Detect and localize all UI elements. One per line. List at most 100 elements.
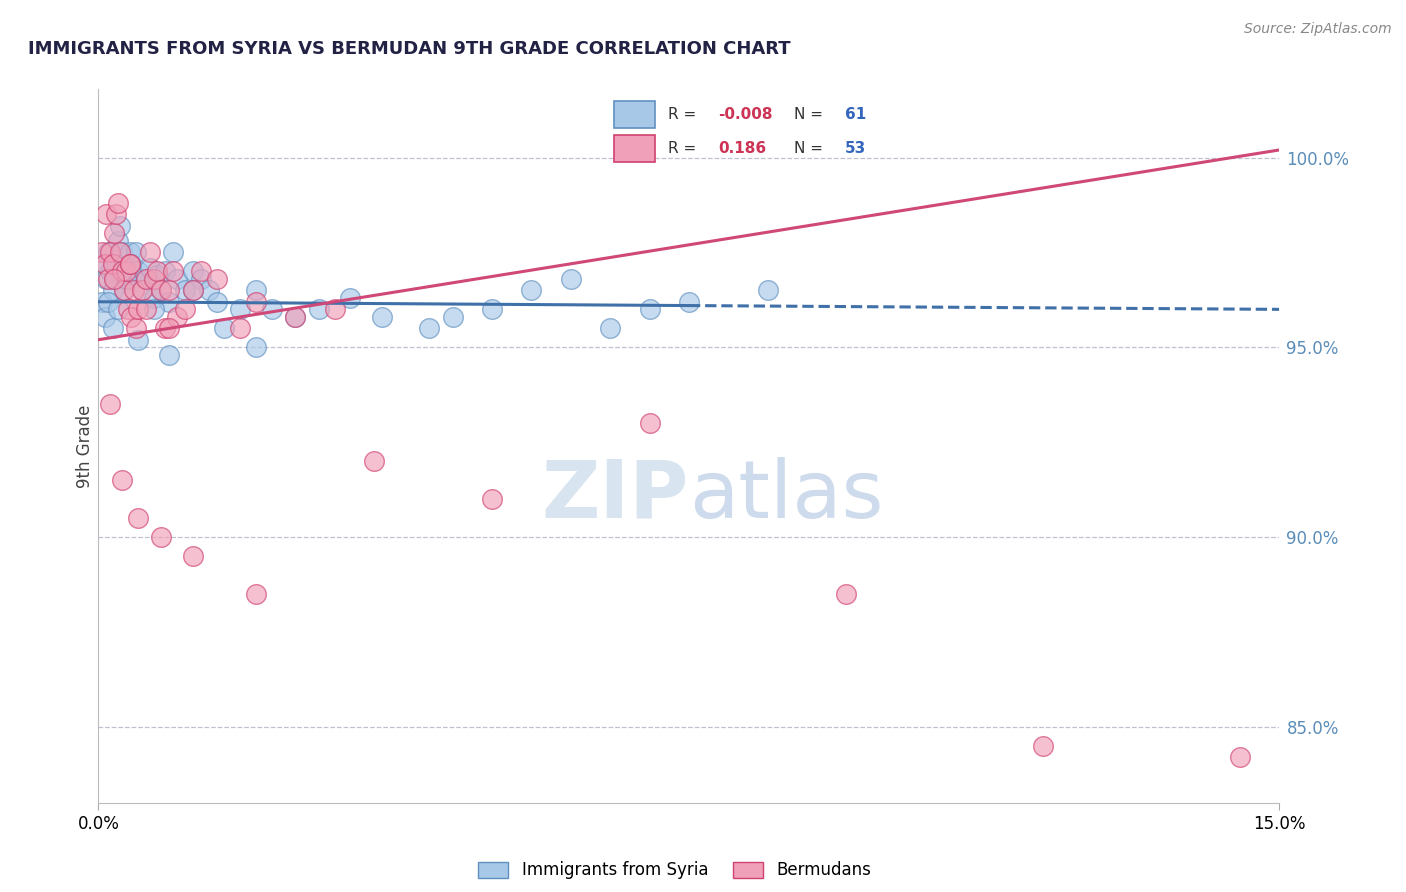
Point <box>98 245 121 260</box>
Point <box>98 264 121 278</box>
Text: 0.186: 0.186 <box>718 141 766 156</box>
Point <box>97 272 120 286</box>
Point <box>103 227 125 241</box>
Text: N =: N = <box>794 107 828 121</box>
Point <box>103 272 125 286</box>
Point <box>157 284 180 298</box>
Point <box>146 264 169 278</box>
Point <box>157 294 180 309</box>
Point <box>127 511 149 525</box>
Point <box>678 294 700 309</box>
Point <box>107 234 129 248</box>
Point <box>638 302 661 317</box>
Point <box>181 549 204 563</box>
Point <box>107 196 129 211</box>
Point <box>560 272 582 286</box>
Point <box>96 207 118 221</box>
Point <box>117 272 139 286</box>
Point <box>121 310 143 324</box>
Point <box>127 302 149 317</box>
Point <box>138 245 160 260</box>
Point <box>181 284 204 298</box>
Point <box>155 264 177 278</box>
Point <box>131 284 153 298</box>
Point <box>135 272 157 286</box>
Point <box>101 257 124 271</box>
Point <box>155 321 177 335</box>
Point <box>101 321 124 335</box>
Point <box>138 260 160 275</box>
Point <box>111 245 134 260</box>
FancyBboxPatch shape <box>614 101 655 128</box>
Point <box>181 264 204 278</box>
Point <box>93 310 115 324</box>
Point <box>1229 750 1251 764</box>
Point <box>96 272 118 286</box>
Point <box>112 284 135 298</box>
Point <box>339 291 361 305</box>
Point <box>363 454 385 468</box>
Point <box>127 333 149 347</box>
Point <box>214 321 236 335</box>
Point <box>91 294 114 309</box>
Point <box>111 264 134 278</box>
Point <box>97 294 120 309</box>
Point <box>115 264 138 278</box>
Point <box>110 245 132 260</box>
Point <box>157 321 180 335</box>
Point <box>756 284 779 298</box>
Point <box>115 272 138 286</box>
Text: -0.008: -0.008 <box>718 107 773 121</box>
Point <box>166 310 188 324</box>
Point <box>125 321 148 335</box>
Point <box>174 284 197 298</box>
Point <box>205 294 228 309</box>
Text: R =: R = <box>668 141 702 156</box>
Point <box>157 348 180 362</box>
Point <box>135 272 157 286</box>
Point <box>104 257 127 271</box>
Point <box>111 473 134 487</box>
Point <box>112 284 135 298</box>
Point <box>245 587 267 601</box>
Point <box>135 302 157 317</box>
Text: Source: ZipAtlas.com: Source: ZipAtlas.com <box>1244 22 1392 37</box>
Point <box>98 397 121 411</box>
Point <box>481 492 503 507</box>
Point <box>284 310 307 324</box>
Point <box>142 302 165 317</box>
Point <box>103 272 125 286</box>
Point <box>229 302 252 317</box>
Point <box>110 219 132 233</box>
Point <box>131 284 153 298</box>
Point <box>205 272 228 286</box>
Point <box>142 272 165 286</box>
Point <box>122 284 145 298</box>
Point <box>104 207 127 221</box>
Point <box>245 340 267 354</box>
Y-axis label: 9th Grade: 9th Grade <box>76 404 94 488</box>
Point <box>122 268 145 283</box>
Point <box>117 302 139 317</box>
Point <box>93 257 115 271</box>
Point <box>190 272 212 286</box>
Point <box>308 302 330 317</box>
Point <box>323 302 346 317</box>
Point <box>121 257 143 271</box>
Point <box>162 264 184 278</box>
Point <box>101 284 124 298</box>
Text: N =: N = <box>794 141 828 156</box>
Point <box>146 268 169 283</box>
Text: ZIP: ZIP <box>541 457 689 535</box>
Text: IMMIGRANTS FROM SYRIA VS BERMUDAN 9TH GRADE CORRELATION CHART: IMMIGRANTS FROM SYRIA VS BERMUDAN 9TH GR… <box>28 40 790 58</box>
Point <box>166 272 188 286</box>
Point <box>1032 739 1054 753</box>
Point <box>371 310 394 324</box>
Legend: Immigrants from Syria, Bermudans: Immigrants from Syria, Bermudans <box>478 861 872 880</box>
Point <box>599 321 621 335</box>
Point <box>97 245 120 260</box>
Point <box>245 284 267 298</box>
Point <box>150 284 173 298</box>
Text: 61: 61 <box>845 107 866 121</box>
Point <box>162 245 184 260</box>
